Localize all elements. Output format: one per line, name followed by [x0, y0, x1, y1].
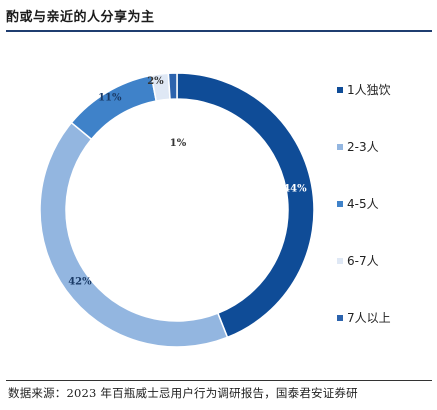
slice-3	[70, 74, 158, 141]
legend-label-3: 4-5人	[347, 197, 379, 211]
slice-label-3: 11%	[98, 92, 122, 103]
legend-swatch-3	[337, 201, 343, 207]
footer-divider	[6, 380, 432, 381]
legend-label-4: 6-7人	[347, 254, 379, 268]
legend-label-5: 7人以上	[347, 311, 391, 325]
legend-label-1: 1人独饮	[347, 83, 391, 97]
slice-5	[167, 72, 178, 101]
slice-label-1: 44%	[283, 184, 307, 195]
title-divider	[6, 30, 432, 32]
slice-label-4: 2%	[147, 76, 164, 87]
legend-label-2: 2-3人	[347, 140, 379, 154]
donut-slices	[39, 72, 315, 348]
slice-labels: 44% 42% 11% 2% 1%	[68, 76, 307, 288]
chart-title: 酌或与亲近的人分享为主	[6, 10, 155, 25]
legend-swatch-2	[337, 144, 343, 150]
slice-1	[176, 72, 315, 339]
legend-swatch-5	[337, 315, 343, 321]
slice-label-2: 42%	[68, 277, 92, 288]
legend-swatch-4	[337, 258, 343, 264]
donut-chart: 44% 42% 11% 2% 1% 1人独饮 2-3人 4-5人 6-7人 7人以上	[39, 72, 391, 348]
source-note: 数据来源：2023 年百瓶威士忌用户行为调研报告，国泰君安证券研	[8, 386, 358, 400]
slice-2	[39, 121, 229, 348]
legend: 1人独饮 2-3人 4-5人 6-7人 7人以上	[337, 83, 391, 325]
slice-label-5: 1%	[170, 138, 187, 149]
legend-swatch-1	[337, 87, 343, 93]
